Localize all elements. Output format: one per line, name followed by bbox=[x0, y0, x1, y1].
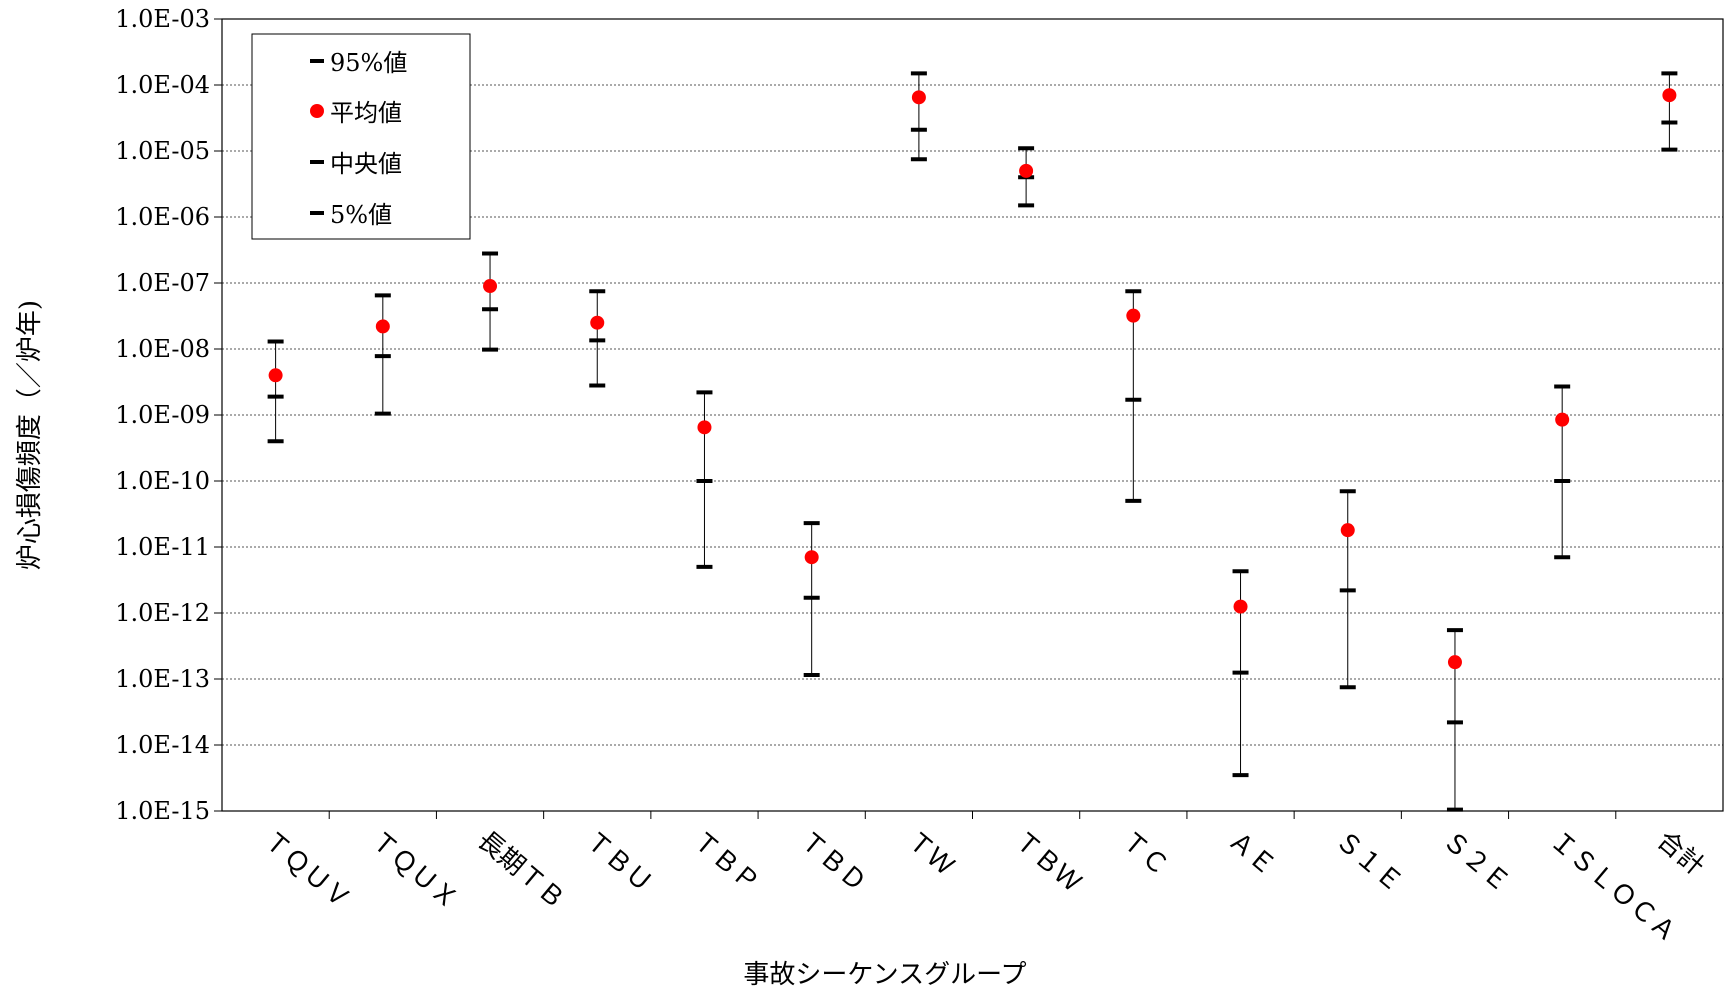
legend-marker-circle bbox=[310, 104, 324, 118]
y-tick-label: 1.0E-12 bbox=[115, 599, 210, 627]
mean-point bbox=[1447, 655, 1462, 670]
x-category-label: ＴＣ bbox=[1115, 825, 1174, 881]
x-axis-label: 事故シーケンスグループ bbox=[743, 960, 1026, 990]
x-category-label: ＴＢＤ bbox=[793, 825, 872, 898]
mean-point bbox=[1555, 412, 1570, 427]
y-tick-label: 1.0E-05 bbox=[115, 137, 210, 165]
legend-box bbox=[251, 33, 471, 240]
x-category-label: ＴＢＷ bbox=[1008, 825, 1087, 898]
x-category-label: 長期ＴＢ bbox=[472, 825, 571, 915]
y-tick-label: 1.0E-13 bbox=[115, 665, 210, 693]
legend-label: 5%値 bbox=[330, 201, 392, 229]
mean-point bbox=[911, 90, 926, 105]
y-tick-label: 1.0E-06 bbox=[115, 203, 210, 231]
y-tick-label: 1.0E-04 bbox=[115, 71, 210, 99]
x-category-label: ＴＱＵＸ bbox=[364, 825, 463, 915]
x-category-label: Ｓ１Ｅ bbox=[1329, 825, 1408, 898]
data-marks bbox=[267, 71, 1678, 812]
mean-point bbox=[804, 550, 819, 565]
y-tick-label: 1.0E-07 bbox=[115, 269, 210, 297]
x-category-label: ＡＥ bbox=[1222, 825, 1281, 881]
x-category-label: ＴＢＵ bbox=[579, 825, 658, 898]
x-category-label: ＴＷ bbox=[900, 825, 959, 881]
y-tick-label: 1.0E-03 bbox=[115, 5, 210, 33]
mean-point bbox=[483, 279, 498, 294]
mean-point bbox=[1233, 599, 1248, 614]
x-category-label: ＴＢＰ bbox=[686, 825, 765, 898]
y-tick-label: 1.0E-14 bbox=[115, 731, 210, 759]
y-tick-labels: 1.0E-15 1.0E-14 1.0E-13 1.0E-12 1.0E-11 1.0E-… bbox=[115, 5, 210, 825]
y-tick-label: 1.0E-15 bbox=[115, 797, 210, 825]
y-tick-label: 1.0E-11 bbox=[115, 533, 210, 561]
mean-point bbox=[1340, 523, 1355, 538]
x-category-label: ＴＱＵＶ bbox=[257, 825, 356, 915]
mean-point bbox=[1662, 88, 1677, 103]
x-category-label: 合計 bbox=[1651, 825, 1710, 881]
x-category-label: Ｓ２Ｅ bbox=[1436, 825, 1515, 898]
mean-point bbox=[1126, 308, 1141, 323]
mean-point bbox=[590, 315, 605, 330]
legend-label: 中央値 bbox=[330, 150, 402, 178]
y-tick-label: 1.0E-08 bbox=[115, 335, 210, 363]
axes bbox=[214, 18, 1724, 819]
mean-point bbox=[697, 420, 712, 435]
x-tick-labels: ＴＱＵＶ ＴＱＵＸ 長期ＴＢ ＴＢＵ ＴＢＰ ＴＢＤ ＴＷ ＴＢＷ ＴＣ ＡＥ Ｓ１Ｅ Ｓ２Ｅ ＩＳＬＯ… bbox=[257, 825, 1710, 948]
legend-label: 95%値 bbox=[330, 49, 407, 77]
mean-point bbox=[375, 319, 390, 334]
y-axis-label: 炉心損傷頻度（／炉年) bbox=[15, 300, 45, 570]
mean-point bbox=[1019, 163, 1034, 178]
y-tick-label: 1.0E-09 bbox=[115, 401, 210, 429]
mean-point bbox=[268, 368, 283, 383]
y-tick-label: 1.0E-10 bbox=[115, 467, 210, 495]
legend-label: 平均値 bbox=[330, 99, 402, 127]
